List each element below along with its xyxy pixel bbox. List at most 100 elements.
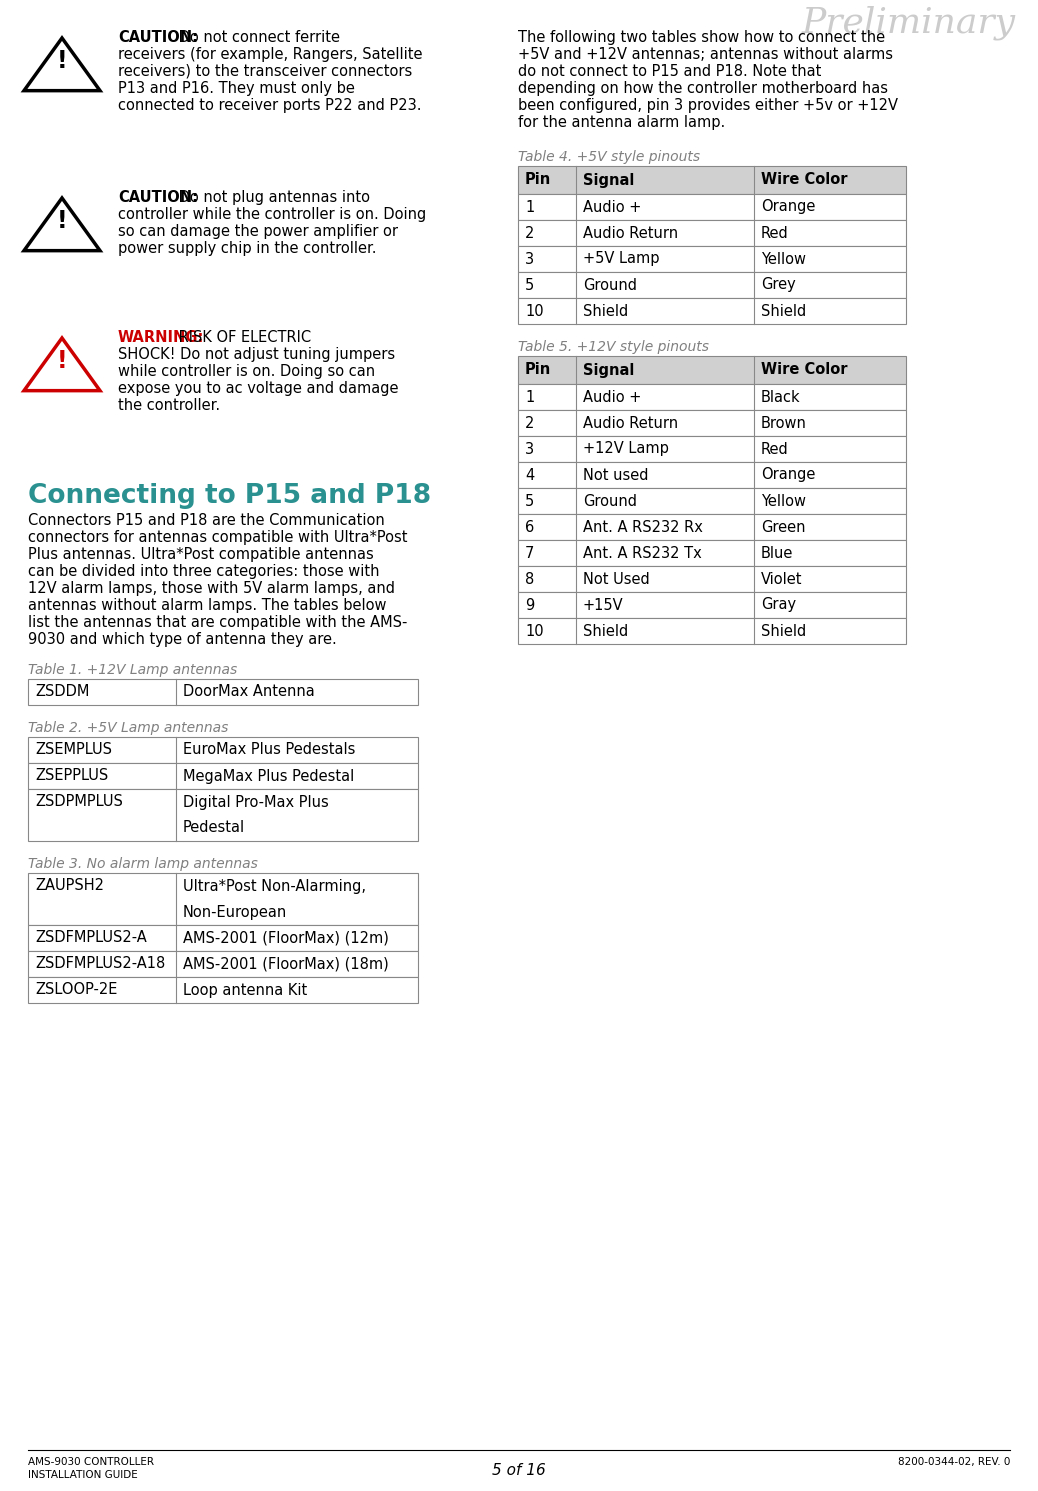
Text: Non-European: Non-European xyxy=(183,905,288,920)
Text: Plus antennas. Ultra*Post compatible antennas: Plus antennas. Ultra*Post compatible ant… xyxy=(28,547,374,562)
Text: controller while the controller is on. Doing: controller while the controller is on. D… xyxy=(118,207,427,222)
Text: !: ! xyxy=(57,349,67,373)
Text: ZSLOOP-2E: ZSLOOP-2E xyxy=(35,983,117,997)
Text: Orange: Orange xyxy=(761,468,816,483)
Text: INSTALLATION GUIDE: INSTALLATION GUIDE xyxy=(28,1470,138,1481)
Text: Ant. A RS232 Tx: Ant. A RS232 Tx xyxy=(583,546,702,561)
Text: EuroMax Plus Pedestals: EuroMax Plus Pedestals xyxy=(183,743,355,757)
Polygon shape xyxy=(24,37,100,91)
Text: 5: 5 xyxy=(525,277,535,292)
Text: Audio Return: Audio Return xyxy=(583,416,678,431)
Text: 6: 6 xyxy=(525,519,535,534)
Text: 10: 10 xyxy=(525,304,544,319)
Text: Yellow: Yellow xyxy=(761,252,805,267)
Text: !: ! xyxy=(57,49,67,73)
Text: Black: Black xyxy=(761,389,800,404)
Bar xyxy=(28,924,418,951)
Text: 4: 4 xyxy=(525,468,535,483)
Text: Gray: Gray xyxy=(761,598,796,613)
Bar xyxy=(518,514,906,540)
Bar xyxy=(518,271,906,298)
Text: been configured, pin 3 provides either +5v or +12V: been configured, pin 3 provides either +… xyxy=(518,98,898,113)
Text: 8: 8 xyxy=(525,571,535,586)
Text: 8200-0344-02, REV. 0: 8200-0344-02, REV. 0 xyxy=(898,1457,1010,1467)
Text: ZSDFMPLUS2-A: ZSDFMPLUS2-A xyxy=(35,930,146,945)
Bar xyxy=(518,221,906,246)
Text: Signal: Signal xyxy=(583,173,634,188)
Text: Connecting to P15 and P18: Connecting to P15 and P18 xyxy=(28,483,431,508)
Text: Wire Color: Wire Color xyxy=(761,173,847,188)
Text: Not Used: Not Used xyxy=(583,571,650,586)
Text: 3: 3 xyxy=(525,441,535,456)
Text: while controller is on. Doing so can: while controller is on. Doing so can xyxy=(118,364,375,379)
Text: Do not connect ferrite: Do not connect ferrite xyxy=(174,30,340,45)
Text: receivers (for example, Rangers, Satellite: receivers (for example, Rangers, Satelli… xyxy=(118,48,422,63)
Text: connectors for antennas compatible with Ultra*Post: connectors for antennas compatible with … xyxy=(28,529,408,546)
Polygon shape xyxy=(24,338,100,391)
Text: do not connect to P15 and P18. Note that: do not connect to P15 and P18. Note that xyxy=(518,64,821,79)
Text: Pin: Pin xyxy=(525,362,551,377)
Bar xyxy=(518,617,906,644)
Text: +12V Lamp: +12V Lamp xyxy=(583,441,668,456)
Text: ZSDPMPLUS: ZSDPMPLUS xyxy=(35,795,122,810)
Bar xyxy=(518,540,906,567)
Text: Brown: Brown xyxy=(761,416,807,431)
Text: +15V: +15V xyxy=(583,598,624,613)
Bar xyxy=(518,166,906,194)
Text: CAUTION:: CAUTION: xyxy=(118,189,198,204)
Bar xyxy=(28,678,418,705)
Bar xyxy=(28,874,418,924)
Bar xyxy=(518,246,906,271)
Text: 12V alarm lamps, those with 5V alarm lamps, and: 12V alarm lamps, those with 5V alarm lam… xyxy=(28,581,395,596)
Text: so can damage the power amplifier or: so can damage the power amplifier or xyxy=(118,224,398,239)
Text: 2: 2 xyxy=(525,416,535,431)
Text: can be divided into three categories: those with: can be divided into three categories: th… xyxy=(28,564,380,579)
Text: depending on how the controller motherboard has: depending on how the controller motherbo… xyxy=(518,81,887,95)
Text: Orange: Orange xyxy=(761,200,816,215)
Text: Signal: Signal xyxy=(583,362,634,377)
Bar xyxy=(518,435,906,462)
Bar xyxy=(518,462,906,488)
Text: +5V and +12V antennas; antennas without alarms: +5V and +12V antennas; antennas without … xyxy=(518,48,893,63)
Text: Red: Red xyxy=(761,225,789,240)
Text: Shield: Shield xyxy=(583,623,628,638)
Text: Table 3. No alarm lamp antennas: Table 3. No alarm lamp antennas xyxy=(28,857,257,871)
Text: list the antennas that are compatible with the AMS-: list the antennas that are compatible wi… xyxy=(28,614,407,631)
Text: Pin: Pin xyxy=(525,173,551,188)
Bar xyxy=(28,977,418,1003)
Bar xyxy=(518,298,906,324)
Text: Shield: Shield xyxy=(583,304,628,319)
Bar xyxy=(28,789,418,841)
Text: Table 4. +5V style pinouts: Table 4. +5V style pinouts xyxy=(518,151,700,164)
Text: AMS-9030 CONTROLLER: AMS-9030 CONTROLLER xyxy=(28,1457,154,1467)
Text: power supply chip in the controller.: power supply chip in the controller. xyxy=(118,242,377,256)
Text: the controller.: the controller. xyxy=(118,398,220,413)
Text: AMS-2001 (FloorMax) (18m): AMS-2001 (FloorMax) (18m) xyxy=(183,957,389,972)
Text: ZSEPPLUS: ZSEPPLUS xyxy=(35,768,108,783)
Bar xyxy=(518,194,906,221)
Text: 10: 10 xyxy=(525,623,544,638)
Text: expose you to ac voltage and damage: expose you to ac voltage and damage xyxy=(118,382,399,397)
Text: +5V Lamp: +5V Lamp xyxy=(583,252,659,267)
Text: Ultra*Post Non-Alarming,: Ultra*Post Non-Alarming, xyxy=(183,878,366,893)
Text: Shield: Shield xyxy=(761,623,807,638)
Text: 5: 5 xyxy=(525,494,535,508)
Bar xyxy=(518,488,906,514)
Text: Table 2. +5V Lamp antennas: Table 2. +5V Lamp antennas xyxy=(28,722,228,735)
Text: !: ! xyxy=(57,209,67,233)
Text: Red: Red xyxy=(761,441,789,456)
Bar xyxy=(518,410,906,435)
Text: 2: 2 xyxy=(525,225,535,240)
Text: antennas without alarm lamps. The tables below: antennas without alarm lamps. The tables… xyxy=(28,598,386,613)
Text: Table 1. +12V Lamp antennas: Table 1. +12V Lamp antennas xyxy=(28,663,238,677)
Bar xyxy=(28,737,418,763)
Polygon shape xyxy=(24,198,100,250)
Text: Wire Color: Wire Color xyxy=(761,362,847,377)
Text: 1: 1 xyxy=(525,200,535,215)
Text: SHOCK! Do not adjust tuning jumpers: SHOCK! Do not adjust tuning jumpers xyxy=(118,347,395,362)
Text: AMS-2001 (FloorMax) (12m): AMS-2001 (FloorMax) (12m) xyxy=(183,930,389,945)
Text: 5 of 16: 5 of 16 xyxy=(492,1463,546,1478)
Text: 1: 1 xyxy=(525,389,535,404)
Bar xyxy=(28,763,418,789)
Text: Yellow: Yellow xyxy=(761,494,805,508)
